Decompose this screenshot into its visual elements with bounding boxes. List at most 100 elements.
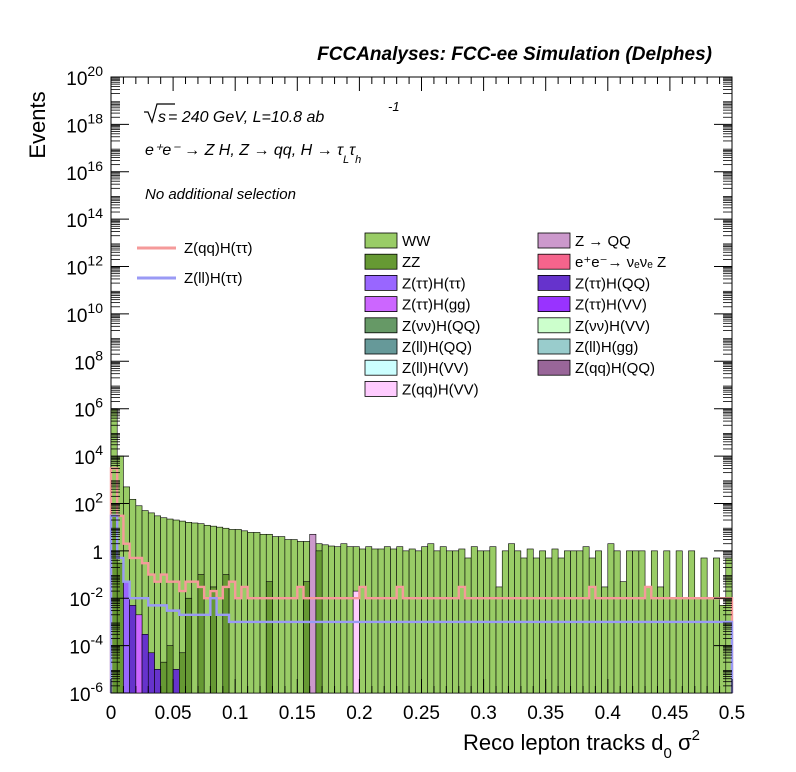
y-axis-label: Events [25,91,50,158]
hist-bin-ww [296,541,304,694]
hist-bin-background [129,605,137,694]
hist-bin-background [160,661,168,694]
hist-bin-ww [365,546,373,694]
x-axis-label: Reco lepton tracks d0 σ2 [463,727,700,762]
legend-signal: Z(qq)H(ττ) Z(ll)H(ττ) [137,240,253,287]
svg-text:-1: -1 [388,99,400,114]
legend-label: WW [402,233,431,250]
hist-bin-background [147,652,155,694]
x-tick-label: 0.1 [222,703,248,724]
x-tick-label: 0.35 [527,703,564,724]
hist-bin-ww [253,532,261,694]
y-tick-label: 108 [74,347,103,374]
hist-bin-background [179,652,186,694]
legend-swatch [537,338,571,355]
hist-bin-ww [682,597,689,694]
legend-background: WW Z → QQ ZZ e⁺e⁻→ νₑνₑ Z Z(ττ)H(ττ) Z(ττ)H(Q… [364,232,666,398]
legend-label: Z(ll)H(gg) [575,339,638,356]
hist-bin-ww [191,522,199,694]
hist-bin-ww [259,533,267,694]
hist-bin-ww [439,546,447,694]
y-axis-ticks: 1020 1018 1016 1014 1012 1010 108 106 104 102 1 10-… [66,63,732,706]
hist-bin-ww [383,546,391,694]
hist-bin-ww [272,536,279,694]
x-axis-ticks: 0 0.05 0.1 0.15 0.2 0.25 0.3 0.35 0.4 0.45 0.5 [106,77,745,724]
x-tick-label: 0 [106,703,117,724]
hist-bin-ww [334,546,342,694]
y-tick-label: 1010 [66,300,103,327]
hist-bin-ww [545,557,553,694]
y-tick-label: 1018 [66,110,103,137]
legend-swatch [537,359,571,376]
legend-swatch [364,296,398,313]
hist-bin-background [185,597,193,694]
x-tick-label: 0.5 [719,703,745,724]
hist-bin-ww [234,529,242,694]
hist-bin-background [166,645,174,694]
hist-bin-ww [241,530,248,694]
legend-swatch [537,274,571,291]
hist-bin-ww [706,597,714,694]
hist-bin-ww [607,543,615,694]
legend-swatch [364,274,398,291]
hist-bin-ww [669,597,677,694]
y-tick-label: 104 [74,442,103,469]
legend-label: Z → QQ [575,233,631,250]
chart-title: FCCAnalyses: FCC-ee Simulation (Delphes) [317,44,712,65]
legend-label: e⁺e⁻→ νₑνₑ Z [575,254,666,271]
line-zqq-htautau [109,467,734,693]
hist-bin-background [222,574,230,694]
legend-label: Z(ll)H(VV) [402,360,469,377]
hist-bin-background [265,581,273,694]
y-tick-label: 102 [74,489,103,516]
hist-bin-ww [489,546,497,694]
legend-label: Z(qq)H(VV) [402,381,479,398]
x-tick-label: 0.15 [279,703,316,724]
hist-bin-ww [588,557,596,694]
legend-swatch [364,380,398,397]
hist-bin-ww [601,586,609,694]
hist-bin-ww [427,543,435,694]
legend-swatch [537,232,571,249]
hist-bin-background [141,634,149,694]
hist-bin-background [135,614,143,694]
legend-label: Z(ττ)H(ττ) [402,275,466,292]
annotation-selection: No additional selection [145,186,296,203]
hist-bin-ww [247,532,255,694]
hist-bin-ww [172,519,180,694]
legend-swatch [364,232,398,249]
legend-swatch [364,317,398,334]
svg-text:s: s [158,109,166,126]
hist-bin-ww [464,557,472,694]
hist-bin-background [172,669,180,694]
legend-label: Z(ττ)H(gg) [402,297,471,314]
legend-signal-label: Z(ll)H(ττ) [184,270,243,287]
x-tick-label: 0.25 [403,703,440,724]
hist-bin-background [210,586,217,694]
x-tick-label: 0.05 [155,703,192,724]
legend-swatch [364,359,398,376]
legend-swatch [364,253,398,270]
y-tick-label: 1 [92,543,103,564]
legend-swatch [537,253,571,270]
line-zll-htautau [109,514,734,693]
hist-bin-ww [495,586,503,694]
annotation-process: e⁺e⁻ → Z H, Z → qq, H → τLτh [145,142,361,166]
hist-bin-ww [421,546,429,694]
hist-bin-background [197,574,205,694]
y-tick-label: 1016 [66,158,103,185]
hist-bin-ww [396,546,404,694]
hist-bin-ww [228,529,236,694]
hist-bin-ww [582,546,590,694]
hist-bin-ww [557,557,565,694]
svg-text:= 240 GeV, L=10.8 ab: = 240 GeV, L=10.8 ab [168,109,324,126]
hist-bin-ww [508,543,515,694]
legend-signal-label: Z(qq)H(ττ) [184,240,253,257]
hist-bin-ww [657,586,664,694]
legend-label: ZZ [402,254,420,271]
hist-bin-background [309,533,317,694]
hist-bin-ww [346,546,354,694]
hist-bin-ww [532,557,540,694]
hist-bin-ww [470,546,478,694]
hist-bin-ww [284,539,292,694]
